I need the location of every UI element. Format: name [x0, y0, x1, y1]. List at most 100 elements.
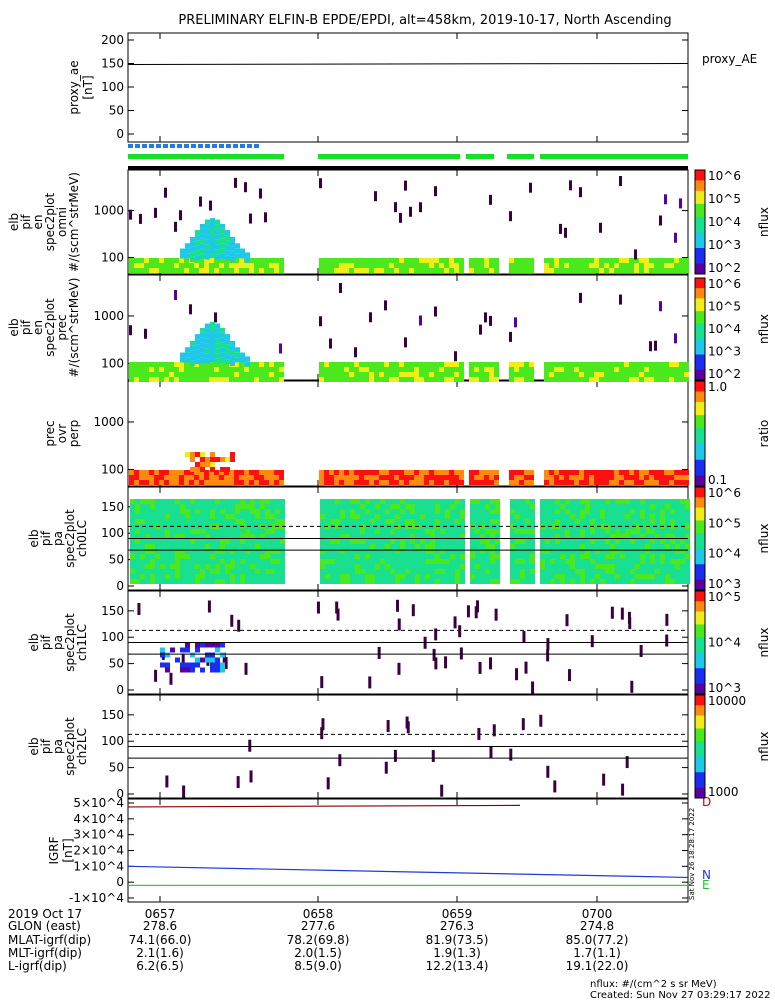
- spec-cell: [529, 372, 534, 377]
- spec-cell: [265, 564, 270, 569]
- spec-cell: [369, 480, 374, 485]
- ytick-igrf-6: -1×10^4: [69, 891, 124, 905]
- spec-cell: [160, 653, 165, 658]
- spec-cell: [210, 668, 215, 673]
- spec-cell: [410, 504, 415, 509]
- spec-cell: [385, 762, 388, 774]
- spec-cell: [237, 776, 240, 788]
- spec-cell: [134, 362, 139, 367]
- spec-cell: [509, 367, 514, 372]
- spec-cell: [169, 470, 174, 475]
- spec-cell: [165, 504, 170, 509]
- spec-cell: [579, 293, 582, 303]
- spec-cell: [215, 344, 220, 349]
- spec-cell: [205, 499, 210, 504]
- spec-cell: [160, 554, 165, 559]
- spec-cell: [685, 524, 690, 529]
- spec-cell: [569, 377, 574, 382]
- spec-cell: [260, 544, 265, 549]
- spec-cell: [579, 362, 584, 367]
- spec-cell: [165, 554, 170, 559]
- spec-cell: [525, 569, 530, 574]
- spec-cell: [495, 514, 500, 519]
- spec-cell: [680, 564, 685, 569]
- ytick-igrf-2: 3×10^4: [73, 828, 124, 842]
- spec-cell: [645, 514, 650, 519]
- spec-cell: [195, 255, 200, 260]
- spec-cell: [659, 470, 664, 475]
- spec-cell: [630, 681, 633, 693]
- spec-cell: [574, 372, 579, 377]
- spec-cell: [234, 268, 239, 273]
- spec-cell: [350, 564, 355, 569]
- spec-cell: [610, 509, 615, 514]
- spec-cell: [644, 377, 649, 382]
- spec-cell: [165, 574, 170, 579]
- spec-cell: [205, 240, 210, 245]
- spec-cell: [260, 574, 265, 579]
- spec-cell: [419, 480, 424, 485]
- spec-cell: [329, 268, 334, 273]
- spec-cell: [510, 529, 515, 534]
- spec-cell: [359, 268, 364, 273]
- spec-cell: [610, 579, 615, 584]
- spec-cell: [670, 499, 675, 504]
- spec-cell: [414, 377, 419, 382]
- spec-cell: [630, 499, 635, 504]
- spec-cell: [410, 539, 415, 544]
- spec-cell: [610, 559, 615, 564]
- spec-cell: [205, 349, 210, 354]
- spec-cell: [275, 564, 280, 569]
- spec-cell: [639, 470, 644, 475]
- spec-cell: [280, 574, 285, 579]
- spec-cell: [435, 539, 440, 544]
- spec-cell: [590, 499, 595, 504]
- spec-cell: [369, 475, 374, 480]
- spec-cell: [549, 258, 554, 263]
- spec-cell: [490, 539, 495, 544]
- spec-cell: [139, 367, 144, 372]
- spec-cell: [619, 268, 624, 273]
- spec-cell: [660, 544, 665, 549]
- spec-cell: [335, 554, 340, 559]
- spec-cell: [554, 377, 559, 382]
- spec-cell: [319, 362, 324, 367]
- spec-cell: [639, 263, 644, 268]
- spec-cell: [565, 514, 570, 519]
- spec-cell: [550, 544, 555, 549]
- spec-cell: [550, 574, 555, 579]
- spec-cell: [665, 574, 670, 579]
- spec-cell: [610, 539, 615, 544]
- spec-cell: [275, 529, 280, 534]
- spec-cell: [140, 564, 145, 569]
- spec-cell: [210, 569, 215, 574]
- spec-cell: [180, 569, 185, 574]
- spec-cell: [510, 579, 515, 584]
- spec-cell: [514, 372, 519, 377]
- spec-cell: [524, 480, 529, 485]
- status-bar-blue: [233, 144, 238, 148]
- spec-cell: [495, 609, 498, 621]
- ytick-proxy-1: 150: [101, 57, 124, 71]
- spec-cell: [280, 514, 285, 519]
- spec-cell: [680, 539, 685, 544]
- spec-cell: [165, 775, 168, 787]
- ylabel-proxy-1: [nT]: [81, 75, 95, 99]
- spec-cell: [414, 362, 419, 367]
- spec-cell: [245, 574, 250, 579]
- spec-cell: [245, 519, 250, 524]
- spec-cell: [489, 367, 494, 372]
- spec-cell: [345, 539, 350, 544]
- spec-cell: [399, 470, 404, 475]
- spec-cell: [220, 249, 225, 254]
- spec-cell: [435, 579, 440, 584]
- spec-cell: [635, 509, 640, 514]
- spec-cell: [350, 504, 355, 509]
- spec-cell: [399, 213, 402, 223]
- spec-cell: [164, 372, 169, 377]
- spec-cell: [129, 210, 132, 220]
- spec-cell: [375, 569, 380, 574]
- spec-cell: [210, 559, 215, 564]
- plot-title: PRELIMINARY ELFIN-B EPDE/EPDI, alt=458km…: [178, 13, 671, 28]
- spec-cell: [639, 268, 644, 273]
